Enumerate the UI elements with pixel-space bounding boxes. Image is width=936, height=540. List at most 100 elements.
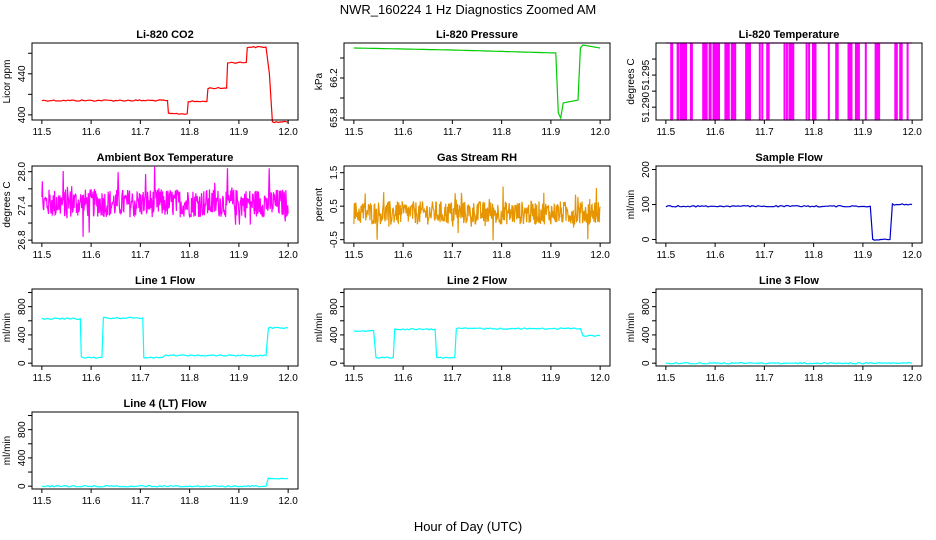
x-tick-label: 11.6 — [394, 373, 413, 384]
panel-title: Line 4 (LT) Flow — [124, 398, 207, 410]
y-axis-label: kPa — [314, 72, 325, 90]
chart-panel-2: Li-820 Pressure 11.5 11.6 11.7 11.8 11.9 12.0 6… — [314, 29, 611, 138]
y-tick-label: 51.295 — [641, 59, 652, 90]
x-tick-label: 12.0 — [590, 250, 610, 261]
figure-title: NWR_160224 1 Hz Diagnostics Zoomed AM — [340, 2, 597, 17]
x-tick-label: 11.8 — [492, 250, 511, 261]
x-tick-label: 11.7 — [755, 250, 774, 261]
x-tick-label: 11.6 — [706, 250, 725, 261]
data-series-line — [41, 166, 289, 237]
chart-panel-9: Line 3 Flow 11.5 11.6 11.7 11.8 11.9 12.0 0 400 8… — [626, 275, 923, 384]
data-series-line — [665, 42, 913, 121]
y-tick-label: 0 — [17, 483, 28, 489]
x-tick-label: 11.8 — [180, 127, 199, 138]
x-tick-label: 11.7 — [755, 373, 774, 384]
data-series-line — [353, 186, 601, 241]
figure-xlabel: Hour of Day (UTC) — [414, 519, 522, 534]
x-tick-label: 11.6 — [706, 127, 725, 138]
y-tick-label: 0 — [17, 360, 28, 366]
x-tick-label: 12.0 — [278, 127, 298, 138]
x-tick-label: 11.7 — [443, 250, 462, 261]
y-tick-label: 800 — [17, 421, 28, 438]
panel-title: Li-820 Temperature — [739, 29, 840, 41]
y-tick-label: 100 — [641, 196, 652, 213]
x-tick-label: 11.8 — [180, 373, 199, 384]
x-tick-label: 11.8 — [492, 127, 511, 138]
x-tick-label: 11.9 — [230, 373, 249, 384]
y-tick-label: 800 — [17, 298, 28, 315]
y-tick-label: 28.0 — [17, 162, 28, 182]
x-tick-label: 11.9 — [854, 250, 873, 261]
x-tick-label: 12.0 — [902, 373, 922, 384]
x-tick-label: 11.5 — [656, 127, 675, 138]
chart-panel-5: Gas Stream RH 11.5 11.6 11.7 11.8 11.9 12.0 -0.… — [314, 152, 611, 261]
y-tick-label: 1.5 — [329, 165, 340, 179]
x-tick-label: 12.0 — [902, 250, 922, 261]
x-tick-label: 11.6 — [394, 250, 413, 261]
panel-title: Sample Flow — [755, 152, 823, 164]
plot-frame — [655, 288, 923, 367]
x-tick-label: 11.9 — [542, 127, 561, 138]
y-axis-label: degrees C — [626, 58, 637, 104]
x-tick-label: 11.5 — [32, 127, 51, 138]
x-tick-label: 11.7 — [131, 127, 150, 138]
y-tick-label: 0 — [329, 360, 340, 366]
data-series-line — [41, 477, 289, 488]
chart-panel-10: Line 4 (LT) Flow 11.5 11.6 11.7 11.8 11.9 12.0… — [2, 398, 299, 507]
plot-frame — [31, 165, 299, 244]
x-tick-label: 11.9 — [230, 127, 249, 138]
y-tick-label: 200 — [641, 161, 652, 178]
x-tick-label: 11.5 — [344, 250, 363, 261]
panel-title: Line 2 Flow — [447, 275, 507, 287]
x-tick-label: 11.5 — [32, 373, 51, 384]
x-tick-label: 11.8 — [180, 496, 199, 507]
x-tick-label: 11.6 — [82, 496, 101, 507]
y-tick-label: 27.4 — [17, 196, 28, 216]
y-tick-label: 400 — [17, 106, 28, 123]
chart-panel-8: Line 2 Flow 11.5 11.6 11.7 11.8 11.9 12.0 0 400 8… — [314, 275, 611, 384]
x-tick-label: 11.7 — [131, 373, 150, 384]
x-tick-label: 11.6 — [82, 373, 101, 384]
y-axis-label: ml/min — [626, 190, 637, 219]
x-tick-label: 11.7 — [755, 127, 774, 138]
x-tick-label: 11.5 — [344, 127, 363, 138]
plot-frame — [31, 42, 299, 121]
data-series-line — [353, 44, 601, 120]
plot-frame — [31, 288, 299, 367]
y-axis-label: ml/min — [314, 313, 325, 342]
data-series-line — [353, 327, 601, 359]
x-tick-label: 11.8 — [804, 250, 823, 261]
data-series-line — [41, 45, 289, 124]
y-axis-label: ml/min — [2, 313, 13, 342]
chart-panel-6: Sample Flow 11.5 11.6 11.7 11.8 11.9 12.0 0 100 2… — [626, 152, 923, 261]
x-tick-label: 11.6 — [82, 127, 101, 138]
x-tick-label: 11.9 — [230, 250, 249, 261]
x-tick-label: 12.0 — [278, 250, 298, 261]
data-series-line — [665, 202, 913, 241]
panel-title: Li-820 CO2 — [136, 29, 193, 41]
panel-title: Ambient Box Temperature — [97, 152, 234, 164]
y-tick-label: 800 — [641, 298, 652, 315]
chart-panel-4: Ambient Box Temperature 11.5 11.6 11.7 11.8 1… — [2, 152, 299, 261]
x-tick-label: 11.7 — [131, 496, 150, 507]
panel-title: Line 1 Flow — [135, 275, 195, 287]
plot-frame — [655, 42, 923, 121]
plot-frame — [343, 165, 611, 244]
chart-panel-3: Li-820 Temperature 11.5 11.6 11.7 11.8 11.9 12… — [626, 29, 923, 138]
chart-panel-1: Li-820 CO2 11.5 11.6 11.7 11.8 11.9 12.0 400 440… — [2, 29, 299, 138]
panel-title: Li-820 Pressure — [436, 29, 518, 41]
x-tick-label: 11.9 — [854, 373, 873, 384]
panel-title: Gas Stream RH — [437, 152, 517, 164]
y-tick-label: 0.5 — [329, 199, 340, 213]
y-tick-label: 26.8 — [17, 230, 28, 250]
x-tick-label: 11.8 — [804, 127, 823, 138]
y-tick-label: 51.290 — [641, 91, 652, 122]
x-tick-label: 11.7 — [443, 373, 462, 384]
x-tick-label: 11.5 — [32, 496, 51, 507]
y-tick-label: 400 — [641, 326, 652, 343]
x-tick-label: 12.0 — [590, 373, 610, 384]
x-tick-label: 11.5 — [344, 373, 363, 384]
x-tick-label: 11.9 — [854, 127, 873, 138]
x-tick-label: 11.6 — [82, 250, 101, 261]
